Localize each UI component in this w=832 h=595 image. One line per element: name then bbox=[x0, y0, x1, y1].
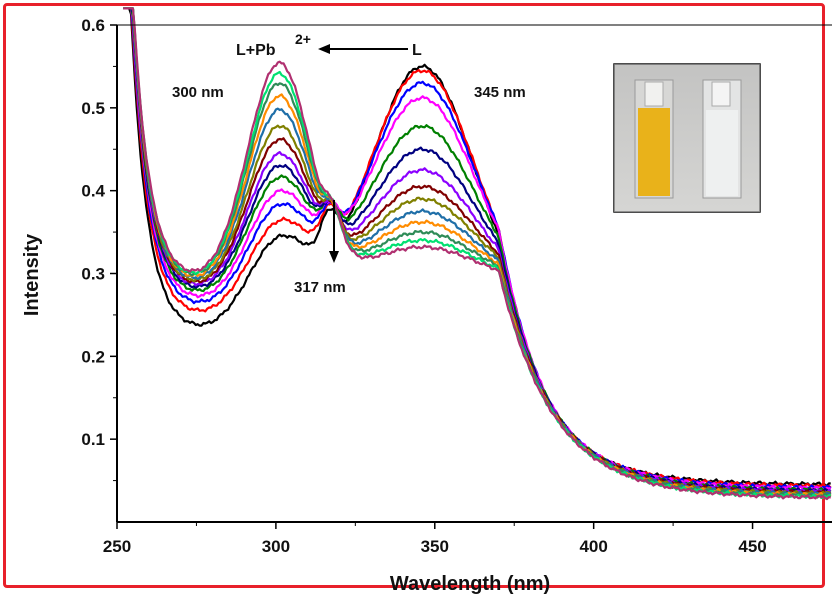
y-tick-label: 0.5 bbox=[81, 99, 105, 118]
spectrum-series-line bbox=[123, 7, 832, 494]
spectrum-series-line bbox=[123, 7, 831, 495]
peak-300-label: 300 nm bbox=[172, 84, 224, 101]
spectrum-series-line bbox=[123, 7, 832, 501]
inset-photo bbox=[613, 63, 761, 213]
peak-345-label: 345 nm bbox=[474, 84, 526, 101]
clear-cuvette bbox=[702, 79, 742, 199]
ticks-layer: 250 300 350 400 450 0.1 0.2 0.3 0.4 0.5 0.6 bbox=[81, 16, 766, 556]
y-tick-label: 0.6 bbox=[81, 16, 105, 35]
yellow-cuvette bbox=[634, 79, 674, 199]
x-tick-label: 350 bbox=[421, 537, 449, 556]
series-layer bbox=[123, 7, 832, 501]
spectrum-series-line bbox=[123, 7, 832, 491]
y-tick-label: 0.1 bbox=[81, 430, 105, 449]
x-tick-label: 400 bbox=[579, 537, 607, 556]
ligand-label: L bbox=[412, 42, 422, 59]
isosbestic-label: 317 nm bbox=[294, 279, 346, 296]
x-axis-title: Wavelength (nm) bbox=[390, 573, 550, 595]
y-tick-label: 0.3 bbox=[81, 265, 105, 284]
complex-label: L+Pb bbox=[236, 42, 276, 59]
y-tick-label: 0.2 bbox=[81, 347, 105, 366]
complex-charge-label: 2+ bbox=[295, 31, 311, 47]
y-tick-label: 0.4 bbox=[81, 182, 105, 201]
left-arrow bbox=[318, 44, 408, 54]
x-tick-label: 300 bbox=[262, 537, 290, 556]
spectrum-series-line bbox=[123, 7, 831, 499]
spectrum-series-line bbox=[123, 7, 831, 497]
y-axis-title: Intensity bbox=[21, 233, 43, 316]
down-arrow bbox=[329, 200, 339, 263]
x-tick-label: 450 bbox=[738, 537, 766, 556]
x-tick-label: 250 bbox=[103, 537, 131, 556]
